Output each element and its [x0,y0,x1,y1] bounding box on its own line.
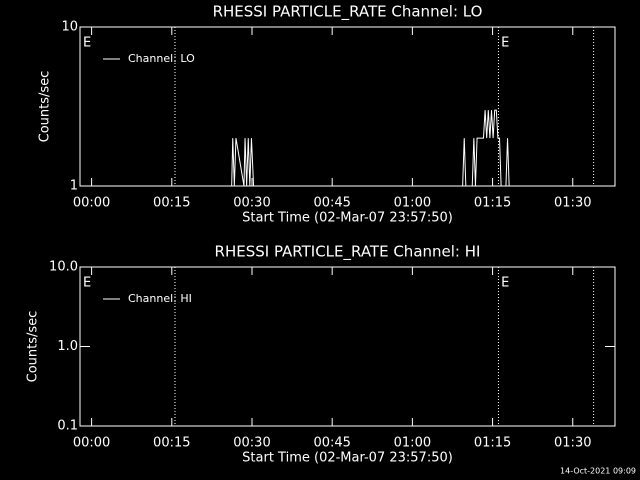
x-tick-label: 00:45 [313,436,350,451]
y-axis-label: Counts/sec [26,311,41,383]
annotation: E [501,36,509,51]
annotation: E [501,276,509,291]
x-tick-label: 00:15 [153,436,190,451]
y-tick-label: 1.0 [57,339,78,354]
x-axis-label: Start Time (02-Mar-07 23:57:50) [242,211,453,226]
y-axis-label: Counts/sec [38,71,53,143]
chart-title: RHESSI PARTICLE_RATE Channel: LO [213,3,483,22]
x-tick-label: 00:45 [313,196,350,211]
y-tick-label: 10 [61,20,78,35]
x-tick-label: 01:00 [394,436,431,451]
y-tick-label: 10.0 [49,260,78,275]
plot-frame [79,26,616,187]
legend-label: Channel: HI [128,292,192,305]
x-tick-label: 00:15 [153,196,190,211]
x-tick-label: 00:00 [73,436,110,451]
x-tick-label: 01:00 [394,196,431,211]
chart-title: RHESSI PARTICLE_RATE Channel: HI [215,243,481,262]
x-tick-label: 01:15 [474,196,511,211]
data-line [80,109,615,187]
plot-frame [79,266,616,427]
x-tick-label: 00:30 [233,436,270,451]
y-tick-label: 0.1 [57,419,78,434]
x-tick-label: 01:15 [474,436,511,451]
x-tick-label: 00:30 [233,196,270,211]
x-tick-label: 00:00 [73,196,110,211]
annotation: E [83,276,91,291]
y-tick-label: 1 [70,179,78,194]
timestamp: 14-Oct-2021 09:09 [560,467,636,476]
x-tick-label: 01:30 [554,196,591,211]
x-axis-label: Start Time (02-Mar-07 23:57:50) [242,451,453,466]
legend-label: Channel: LO [128,52,195,65]
x-tick-label: 01:30 [554,436,591,451]
annotation: E [83,36,91,51]
